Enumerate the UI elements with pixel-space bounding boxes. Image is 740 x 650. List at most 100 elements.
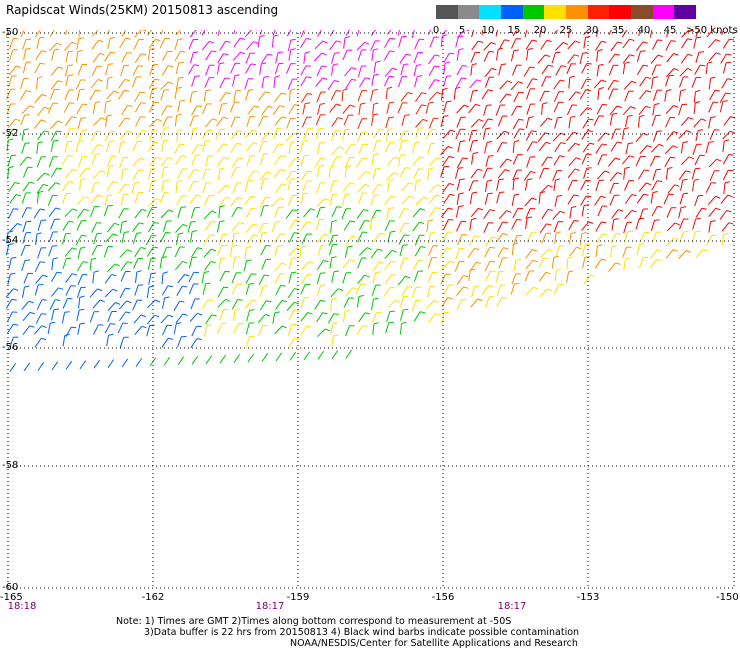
wind-barb [414,92,423,102]
wind-barb-flag [336,103,342,107]
wind-barb [218,258,222,270]
wind-barb [386,102,390,114]
wind-barb-flag [547,156,553,159]
wind-barb-flag [127,130,133,134]
wind-barb-flag [191,256,197,259]
wind-barb [287,324,292,336]
wind-barb-flag [331,256,337,259]
wind-barb [65,285,72,296]
wind-barb-flag [513,177,520,180]
wind-barb-flag [616,105,622,108]
wind-barb [345,287,353,297]
wind-barb-flag [458,205,464,208]
latitude-tick-label: -58 [2,460,19,471]
wind-barb-flag [639,217,645,220]
wind-barb-flag [262,285,268,287]
wind-barb [50,80,59,90]
wind-barb-flag [208,299,214,302]
wind-barb [187,221,192,233]
wind-barb-flag [219,167,226,170]
wind-barb [330,221,333,233]
wind-barb-flag [344,193,350,196]
wind-barb [356,30,360,37]
wind-barb [635,155,642,167]
wind-barb [708,117,712,129]
wind-barb [288,272,292,284]
wind-barb-flag [715,195,721,199]
wind-barb-flag [414,141,420,144]
wind-barb-flag [125,287,131,290]
wind-barb [622,106,632,116]
wind-barb-flag [139,91,145,94]
wind-barb [177,336,182,348]
wind-barb-flag [70,285,76,287]
wind-barb [537,54,546,64]
wind-barb [204,221,212,231]
wind-barb [107,311,113,322]
wind-barb [205,50,213,61]
wind-barb-flag [105,100,112,103]
wind-barb-flag [234,308,240,311]
wind-barb [261,53,269,64]
wind-barb-flag [463,275,469,278]
wind-barb [62,298,68,309]
wind-barb-flag [79,322,85,325]
wind-barb [62,193,67,205]
wind-barb [607,157,616,167]
wind-barb-flag [390,286,396,289]
wind-barb [244,180,249,192]
wind-barb [51,49,55,61]
wind-barb [356,41,365,51]
wind-barb [707,196,716,205]
wind-barb [301,116,308,128]
wind-barb-flag [586,78,592,81]
wind-barb-flag [308,261,314,264]
wind-barb-flag [344,36,351,39]
wind-barb [162,324,168,336]
wind-barb-flag [41,337,47,341]
wind-barb [216,143,224,153]
wind-barb [414,180,417,192]
wind-barb-flag [181,155,187,158]
wind-barb [541,64,549,75]
wind-barb [188,257,193,269]
wind-barb [610,246,613,258]
wind-barb [135,116,141,127]
wind-barb [484,193,489,205]
wind-barb [244,78,249,90]
wind-barb-flag [403,295,409,298]
wind-barb [342,49,348,61]
wind-barb [274,245,279,257]
wind-barb [525,130,533,141]
wind-barb [261,259,267,270]
wind-barb [357,49,363,61]
wind-barb [413,311,421,322]
wind-barb-flag [234,74,240,77]
wind-barb-flag [601,79,607,83]
wind-barb [104,195,108,207]
latitude-tick-label: -60 [2,582,19,593]
wind-barb-flag [559,210,565,214]
wind-barb [511,219,518,230]
wind-barb [372,140,378,152]
wind-barb-flag [152,129,158,132]
wind-barb-flag [617,41,623,44]
wind-barb [622,155,630,165]
wind-barb [288,247,297,257]
wind-barb-flag [36,232,42,235]
wind-barb-flag [193,169,199,171]
wind-barb [65,360,73,370]
wind-barb [189,194,197,205]
wind-barb [649,156,656,167]
wind-barb [63,102,70,113]
wind-barb-flag [196,105,202,108]
wind-barb-flag [390,230,396,233]
wind-barb-flag [197,247,203,250]
wind-barb-flag [573,194,579,197]
wind-barb [231,283,238,295]
wind-barb-flag [448,284,454,286]
wind-barb-flag [281,116,287,119]
wind-barb [441,89,444,101]
wind-barb-flag [8,243,14,245]
wind-barb [496,130,505,140]
